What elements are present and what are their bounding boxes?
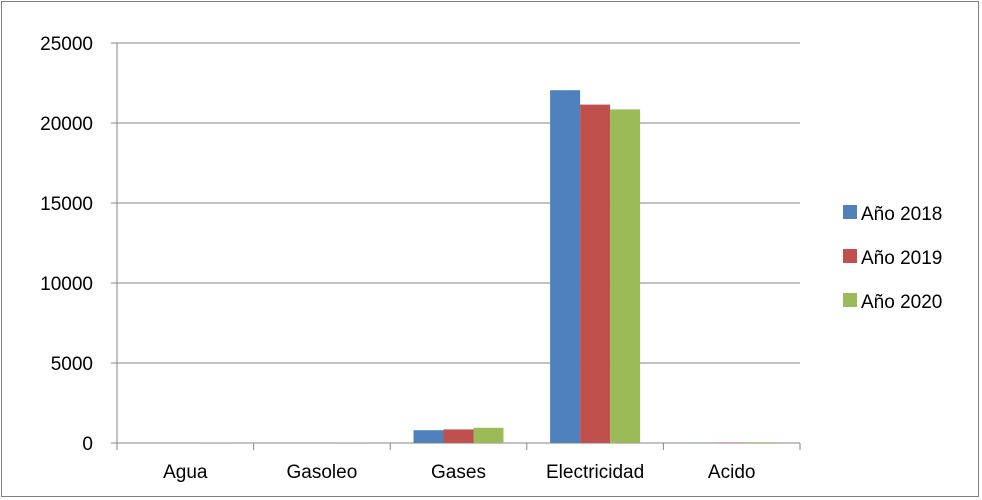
y-tick-label: 25000 xyxy=(40,34,93,55)
y-tick-label: 5000 xyxy=(51,354,93,375)
y-tick-label: 0 xyxy=(82,434,93,455)
x-axis-ticks: Agua Gasoleo Gases Electricidad Acido xyxy=(116,443,801,483)
legend-swatch xyxy=(843,205,857,219)
legend: Año 2018 Año 2019 Año 2020 xyxy=(843,204,942,313)
y-tick-label: 10000 xyxy=(40,274,93,295)
bars xyxy=(140,90,777,444)
x-tick-label: Acido xyxy=(708,462,756,483)
legend-swatch xyxy=(843,249,857,263)
bar xyxy=(550,90,581,443)
gridlines xyxy=(117,42,800,444)
x-tick-label: Gasoleo xyxy=(287,462,358,483)
legend-label: Año 2019 xyxy=(861,248,942,269)
y-axis-ticks: 0 5000 10000 15000 20000 25000 xyxy=(40,34,117,455)
bar xyxy=(443,429,474,443)
bar xyxy=(746,442,777,443)
bar xyxy=(413,430,444,443)
y-tick-label: 15000 xyxy=(40,194,93,215)
legend-label: Año 2020 xyxy=(861,292,942,313)
bar xyxy=(473,427,504,443)
x-tick-label: Agua xyxy=(163,462,208,483)
x-axis xyxy=(116,43,800,444)
bar xyxy=(610,109,641,444)
x-tick-label: Gases xyxy=(431,462,486,483)
y-tick-label: 20000 xyxy=(40,114,93,135)
legend-label: Año 2018 xyxy=(861,204,942,225)
legend-swatch xyxy=(843,293,857,307)
bar xyxy=(580,104,611,443)
x-tick-label: Electricidad xyxy=(546,462,644,483)
